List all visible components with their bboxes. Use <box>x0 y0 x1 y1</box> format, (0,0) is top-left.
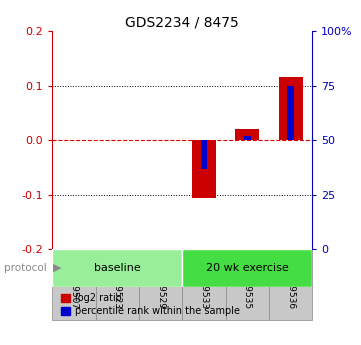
Text: baseline: baseline <box>94 263 141 273</box>
Bar <box>235 129 259 140</box>
Bar <box>182 249 312 287</box>
Text: GSM29536: GSM29536 <box>286 260 295 309</box>
Bar <box>139 249 182 320</box>
Bar <box>201 140 207 169</box>
Bar <box>52 249 182 287</box>
Text: 20 wk exercise: 20 wk exercise <box>206 263 289 273</box>
Bar <box>52 249 96 320</box>
Text: GSM29535: GSM29535 <box>243 260 252 309</box>
Bar <box>182 249 226 320</box>
Bar <box>279 77 303 140</box>
Bar <box>226 249 269 320</box>
Text: ▶: ▶ <box>53 263 62 273</box>
Legend: log2 ratio, percentile rank within the sample: log2 ratio, percentile rank within the s… <box>57 289 244 320</box>
Bar <box>96 249 139 320</box>
Text: GSM29523: GSM29523 <box>113 260 122 309</box>
Text: protocol: protocol <box>4 263 47 273</box>
Bar <box>244 136 251 140</box>
Title: GDS2234 / 8475: GDS2234 / 8475 <box>125 16 239 30</box>
Bar <box>192 140 216 198</box>
Bar <box>287 86 294 140</box>
Text: GSM29533: GSM29533 <box>200 260 208 309</box>
Text: GSM29529: GSM29529 <box>156 260 165 309</box>
Text: GSM29507: GSM29507 <box>70 260 78 309</box>
Bar <box>269 249 312 320</box>
